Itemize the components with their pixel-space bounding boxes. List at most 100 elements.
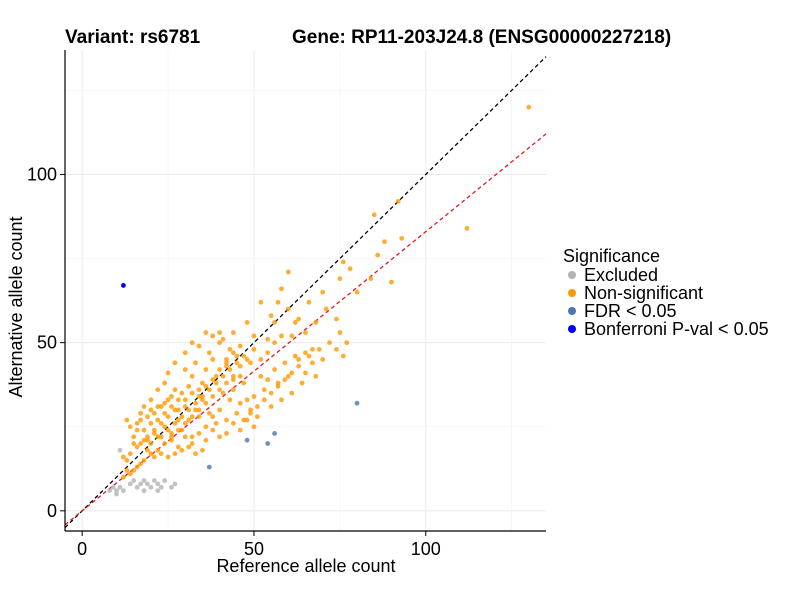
point-non-significant	[313, 373, 319, 379]
point-non-significant	[162, 424, 168, 430]
point-non-significant	[309, 360, 315, 366]
point-non-significant	[138, 417, 143, 423]
point-non-significant	[285, 373, 291, 379]
point-non-significant	[193, 407, 198, 413]
point-non-significant	[141, 427, 147, 433]
point-non-significant	[131, 434, 137, 440]
point-non-significant	[124, 457, 130, 463]
point-non-significant	[134, 464, 140, 470]
point-non-significant	[213, 420, 219, 426]
point-non-significant	[299, 380, 305, 386]
point-non-significant	[175, 397, 181, 403]
point-non-significant	[148, 441, 154, 446]
point-non-significant	[145, 414, 150, 420]
point-non-significant	[217, 407, 223, 413]
point-non-significant	[275, 299, 281, 305]
point-non-significant	[285, 269, 291, 275]
legend-label: FDR < 0.05	[584, 301, 677, 321]
point-non-significant	[165, 427, 171, 433]
y-axis-label: Alternative allele count	[6, 216, 26, 397]
point-non-significant	[141, 437, 147, 443]
point-non-significant	[179, 414, 185, 420]
legend-key	[568, 307, 576, 315]
point-non-significant	[224, 357, 229, 362]
point-non-significant	[272, 340, 277, 346]
point-non-significant	[354, 289, 360, 295]
point-non-significant	[179, 427, 185, 433]
point-non-significant	[158, 404, 164, 409]
point-non-significant	[320, 357, 326, 362]
point-non-significant	[151, 454, 157, 460]
point-excluded	[141, 478, 147, 483]
point-excluded	[110, 484, 116, 490]
reference-lines	[64, 56, 547, 529]
point-non-significant	[296, 363, 302, 369]
point-non-significant	[241, 417, 247, 423]
point-fdr-0-05	[244, 437, 250, 443]
point-non-significant	[210, 357, 216, 362]
point-non-significant	[172, 407, 178, 413]
point-fdr-0-05	[354, 400, 360, 406]
point-non-significant	[158, 451, 164, 457]
point-non-significant	[224, 380, 229, 386]
point-excluded	[169, 484, 174, 490]
point-non-significant	[251, 394, 257, 399]
point-non-significant	[237, 400, 243, 406]
point-non-significant	[279, 286, 284, 292]
point-non-significant	[145, 434, 150, 440]
point-non-significant	[261, 397, 267, 403]
point-non-significant	[340, 353, 346, 359]
point-non-significant	[172, 420, 178, 426]
point-non-significant	[275, 380, 281, 386]
point-non-significant	[134, 427, 140, 433]
point-non-significant	[375, 252, 381, 258]
point-non-significant	[230, 420, 236, 426]
point-non-significant	[182, 420, 188, 426]
point-non-significant	[189, 340, 195, 346]
data-points	[107, 104, 532, 497]
point-non-significant	[464, 225, 470, 231]
point-non-significant	[169, 434, 174, 440]
point-non-significant	[224, 431, 229, 436]
point-non-significant	[296, 357, 302, 362]
point-non-significant	[261, 387, 267, 393]
point-non-significant	[193, 400, 198, 406]
point-fdr-0-05	[272, 431, 277, 436]
point-non-significant	[224, 417, 229, 423]
point-excluded	[155, 481, 161, 487]
point-non-significant	[203, 437, 209, 443]
point-excluded	[138, 481, 143, 487]
point-non-significant	[285, 306, 291, 312]
point-non-significant	[189, 390, 195, 396]
point-non-significant	[340, 259, 346, 265]
point-excluded	[145, 481, 150, 487]
point-bonferroni-p-val-0-05	[121, 283, 126, 288]
point-non-significant	[388, 279, 394, 285]
point-non-significant	[213, 380, 219, 386]
point-non-significant	[138, 441, 143, 446]
axis-ticks: 0 50 100 0 50 100	[27, 164, 441, 559]
point-non-significant	[179, 390, 185, 396]
legend-label: Non-significant	[584, 283, 703, 303]
point-excluded	[114, 488, 119, 494]
point-non-significant	[210, 427, 216, 433]
point-non-significant	[169, 437, 174, 443]
point-non-significant	[289, 390, 295, 396]
point-non-significant	[220, 373, 226, 379]
point-non-significant	[248, 360, 253, 366]
point-non-significant	[237, 343, 243, 349]
point-non-significant	[227, 397, 233, 403]
point-non-significant	[155, 404, 161, 409]
point-non-significant	[244, 417, 250, 423]
point-non-significant	[172, 387, 178, 393]
point-non-significant	[248, 407, 253, 413]
point-non-significant	[368, 276, 374, 282]
point-non-significant	[251, 424, 257, 430]
x-tick-label: 100	[411, 539, 441, 559]
y-tick-label: 0	[47, 501, 57, 521]
point-non-significant	[151, 427, 157, 433]
point-non-significant	[186, 407, 192, 413]
point-excluded	[162, 478, 168, 483]
point-excluded	[121, 488, 126, 494]
